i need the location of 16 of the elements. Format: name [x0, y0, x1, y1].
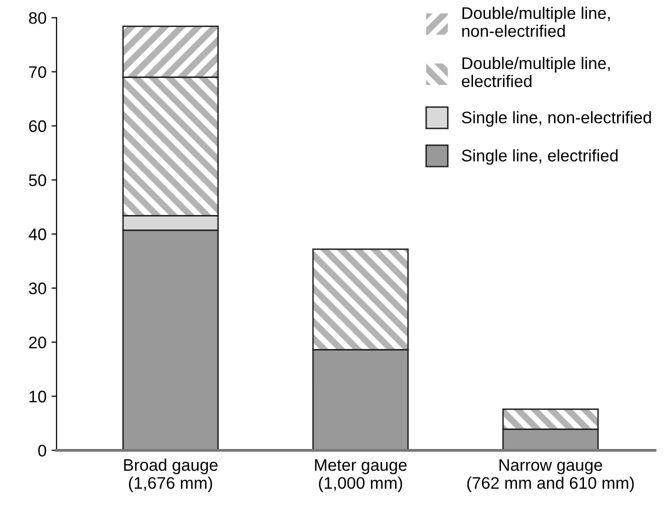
y-tick-label: 10 — [30, 390, 46, 402]
x-tick-label: Narrow gauge (762 mm and 610 mm) — [467, 459, 634, 492]
y-tick-label: 30 — [28, 282, 46, 294]
y-tick-label: 60 — [29, 120, 46, 132]
y-tick-label: 50 — [28, 174, 46, 186]
x-tick-label: Broad gauge (1,676 mm) — [124, 458, 218, 492]
y-tick-label: 70 — [29, 66, 46, 78]
y-tick-label: 40 — [28, 228, 46, 240]
y-tick-label: 0 — [38, 444, 46, 457]
y-tick-label: 80 — [28, 12, 46, 24]
y-tick-label: 20 — [29, 336, 46, 348]
legend-label: Single line, electrified — [462, 149, 618, 165]
legend-label: Single line, non-electrified — [462, 111, 651, 127]
legend-label: Double/multiple line, non-electrified — [462, 6, 610, 37]
x-tick-label: Meter gauge (1,000 mm) — [315, 459, 407, 492]
legend-label: Double/multiple line, electrified — [462, 56, 610, 88]
